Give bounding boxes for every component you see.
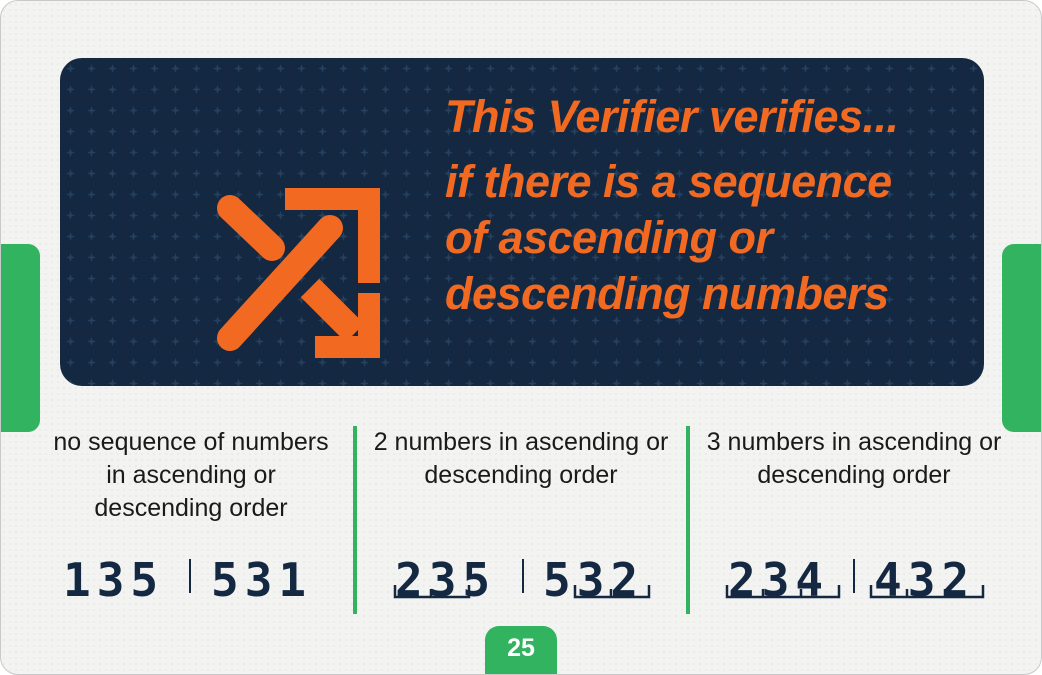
sequence-bracket	[393, 585, 471, 599]
banner-body: if there is a sequence of ascending or d…	[445, 156, 892, 319]
number-separator	[189, 559, 191, 593]
left-green-tab	[1, 244, 40, 432]
right-green-tab	[1002, 244, 1041, 432]
column-divider	[686, 426, 690, 614]
sequence-bracket	[869, 585, 985, 599]
number-separator	[522, 559, 524, 593]
banner-pattern	[60, 58, 984, 386]
shuffle-arrows-icon	[217, 188, 380, 358]
caption-two-numbers: 2 numbers in ascending or descending ord…	[373, 428, 669, 489]
left-number: 135	[63, 553, 165, 607]
banner-title: This Verifier verifies...	[445, 91, 899, 142]
number-separator	[853, 559, 855, 593]
caption-three-numbers: 3 numbers in ascending or descending ord…	[706, 428, 1002, 489]
column-divider	[353, 426, 357, 614]
page-number: 25	[485, 626, 557, 674]
right-number: 531	[211, 553, 313, 607]
verifier-banner: This Verifier verifies... if there is a …	[60, 58, 984, 386]
banner-headline: This Verifier verifies... if there is a …	[445, 90, 965, 322]
sequence-bracket	[573, 585, 651, 599]
sequence-bracket	[725, 585, 841, 599]
caption-no-sequence: no sequence of numbers in ascending or d…	[53, 428, 329, 522]
